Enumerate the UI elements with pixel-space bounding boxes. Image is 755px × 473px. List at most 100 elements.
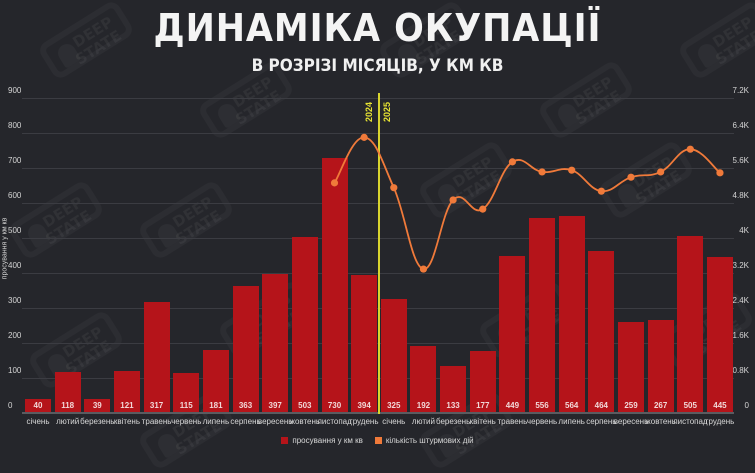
- x-tick-label: червень: [171, 417, 202, 426]
- left-tick-label: 200: [8, 331, 22, 340]
- left-tick-label: 0: [8, 401, 13, 410]
- bar-value-label: 394: [357, 400, 371, 410]
- bar[interactable]: 730: [321, 157, 348, 413]
- legend-item-line[interactable]: кількість штурмових дій: [374, 436, 474, 445]
- bar[interactable]: 325: [380, 299, 407, 413]
- x-tick-label: квітень: [469, 417, 496, 426]
- left-tick-label: 500: [8, 226, 22, 235]
- right-tick-label: 3.2K: [732, 261, 749, 270]
- bar-value-label: 39: [92, 401, 102, 410]
- line-point[interactable]: [360, 133, 368, 141]
- bar-value-label: 445: [713, 401, 727, 410]
- bar-value-label: 40: [33, 401, 43, 410]
- x-tick-label: вересень: [257, 417, 293, 426]
- x-tick-label: березень: [435, 417, 471, 426]
- bar[interactable]: 556: [529, 218, 556, 413]
- bar-swatch-icon: [281, 437, 289, 444]
- x-tick-label: серпень: [230, 417, 261, 426]
- bar[interactable]: 192: [410, 345, 437, 413]
- bar[interactable]: 449: [499, 255, 526, 413]
- bar[interactable]: 503: [291, 236, 318, 413]
- bar[interactable]: 181: [202, 349, 229, 413]
- right-tick-label: 1.6K: [732, 331, 749, 340]
- bar[interactable]: 177: [469, 351, 496, 413]
- x-tick-label: січень: [382, 417, 406, 426]
- x-tick-label: лютий: [411, 417, 435, 426]
- x-tick-label: жовтень: [289, 417, 321, 426]
- left-axis-title: просування у км кв: [1, 217, 9, 280]
- bar[interactable]: 363: [232, 285, 259, 413]
- line-swatch-icon: [374, 437, 382, 444]
- x-tick-label: квітень: [113, 417, 140, 426]
- bar-value-label: 449: [505, 400, 520, 410]
- right-tick-label: 0.8K: [732, 366, 749, 375]
- bar-value-label: 115: [179, 401, 193, 410]
- bar-value-label: 397: [268, 400, 282, 410]
- left-tick-label: 900: [8, 86, 22, 95]
- right-tick-label: 6.4K: [732, 121, 749, 130]
- left-tick-label: 400: [8, 261, 22, 270]
- bar[interactable]: 317: [143, 302, 170, 413]
- line-point[interactable]: [479, 205, 487, 213]
- bar[interactable]: 394: [351, 275, 378, 413]
- bar[interactable]: 397: [262, 274, 289, 413]
- bar[interactable]: 133: [440, 366, 467, 413]
- left-tick-label: 800: [8, 121, 22, 130]
- bar-value-label: 556: [535, 400, 549, 410]
- year-label-2024: 2024: [364, 101, 374, 122]
- line-point[interactable]: [686, 145, 694, 153]
- x-tick-label: лютий: [56, 417, 80, 426]
- bar-value-label: 267: [653, 400, 668, 410]
- right-tick-label: 0: [744, 401, 749, 410]
- legend-item-bars[interactable]: просування у км кв: [281, 436, 363, 445]
- bar-value-label: 730: [327, 401, 342, 410]
- bar[interactable]: 564: [558, 215, 585, 413]
- bar-value-label: 177: [476, 400, 490, 410]
- x-tick-label: січень: [26, 417, 50, 426]
- year-label-2025: 2025: [382, 101, 392, 122]
- x-tick-label: липень: [558, 417, 585, 426]
- x-tick-label: серпень: [586, 417, 617, 426]
- chart-title: ДИНАМІКА ОКУПАЦІЇ: [153, 6, 602, 50]
- bar-value-label: 503: [298, 400, 312, 410]
- left-tick-label: 100: [8, 366, 22, 375]
- x-tick-label: березень: [80, 417, 115, 426]
- bar[interactable]: 115: [173, 372, 200, 413]
- bar-value-label: 118: [61, 400, 75, 410]
- bar[interactable]: 39: [84, 399, 111, 413]
- bar-value-label: 363: [238, 400, 253, 410]
- bar-value-label: 121: [120, 400, 134, 410]
- x-tick-label: грудень: [349, 417, 379, 426]
- x-tick-label: травень: [497, 417, 528, 426]
- right-tick-label: 5.6K: [732, 156, 749, 165]
- bar[interactable]: 40: [25, 399, 51, 413]
- bar[interactable]: 121: [113, 370, 140, 413]
- right-tick-label: 4.8K: [732, 191, 749, 200]
- x-tick-label: липень: [202, 417, 230, 426]
- legend: просування у км кв кількість штурмових д…: [0, 436, 755, 445]
- bar[interactable]: 505: [677, 236, 704, 413]
- chart-subtitle: В РОЗРІЗІ МІСЯЦІВ, У КМ КВ: [251, 56, 504, 76]
- bar[interactable]: 445: [706, 257, 733, 413]
- line-point[interactable]: [390, 184, 398, 192]
- bar[interactable]: 259: [618, 322, 644, 413]
- bar[interactable]: 118: [54, 371, 81, 413]
- x-tick-label: листопад: [672, 417, 708, 426]
- left-tick-label: 300: [8, 296, 22, 305]
- bar[interactable]: 464: [588, 250, 615, 413]
- bar[interactable]: 267: [647, 319, 674, 413]
- line-point[interactable]: [419, 265, 428, 273]
- line-point[interactable]: [538, 168, 546, 176]
- x-tick-label: жовтень: [645, 417, 676, 426]
- bar-value-label: 325: [387, 401, 401, 410]
- line-point[interactable]: [716, 169, 724, 177]
- right-tick-label: 4K: [739, 226, 749, 235]
- legend-label: просування у км кв: [292, 436, 363, 445]
- x-tick-label: грудень: [705, 417, 735, 426]
- legend-label: кількість штурмових дій: [385, 436, 474, 445]
- right-tick-label: 2.4K: [732, 296, 749, 305]
- x-tick-label: травень: [141, 417, 172, 426]
